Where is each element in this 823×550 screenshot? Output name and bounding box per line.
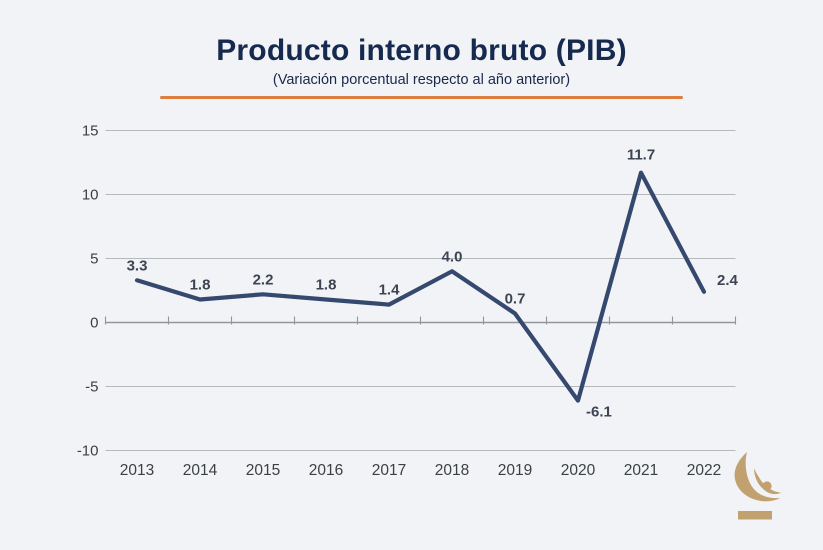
data-point-label: 1.8 — [316, 276, 337, 293]
chart-header: Producto interno bruto (PIB) (Variación … — [90, 34, 753, 88]
y-axis-tick-label: 5 — [90, 251, 98, 268]
x-axis-year-label: 2013 — [120, 462, 154, 479]
y-axis-tick-label: 15 — [82, 123, 99, 140]
chart-title: Producto interno bruto (PIB) — [216, 34, 627, 67]
accent-underline — [160, 96, 683, 99]
data-point-label: 11.7 — [627, 147, 655, 164]
x-axis-year-label: 2015 — [246, 462, 280, 479]
x-axis-year-label: 2021 — [624, 462, 658, 479]
data-point-label: 0.7 — [505, 291, 526, 308]
data-point-label: 1.4 — [379, 282, 401, 299]
x-axis-year-label: 2019 — [498, 462, 532, 479]
y-axis-tick-label: -5 — [85, 379, 98, 396]
data-point-label: 1.8 — [190, 276, 211, 293]
x-axis-year-label: 2016 — [309, 462, 343, 479]
x-axis-year-label: 2020 — [561, 462, 596, 479]
data-point-label: -6.1 — [586, 404, 612, 421]
data-point-label: 2.4 — [717, 272, 739, 289]
x-axis-year-label: 2014 — [183, 462, 218, 479]
data-point-label: 3.3 — [127, 257, 148, 274]
y-axis-tick-label: 0 — [90, 315, 98, 332]
gold-crescent-logo-icon — [734, 452, 781, 520]
chart-subtitle: (Variación porcentual respecto al año an… — [272, 72, 571, 88]
x-axis-year-label: 2017 — [372, 462, 406, 479]
data-point-label: 4.0 — [442, 248, 463, 265]
data-point-label: 2.2 — [253, 271, 274, 288]
gdp-series-line — [134, 170, 707, 403]
y-axis-tick-label: 10 — [82, 187, 99, 204]
x-axis-year-label: 2022 — [687, 462, 721, 479]
y-axis-tick-label: -10 — [77, 443, 99, 460]
x-axis-year-label: 2018 — [435, 462, 469, 479]
